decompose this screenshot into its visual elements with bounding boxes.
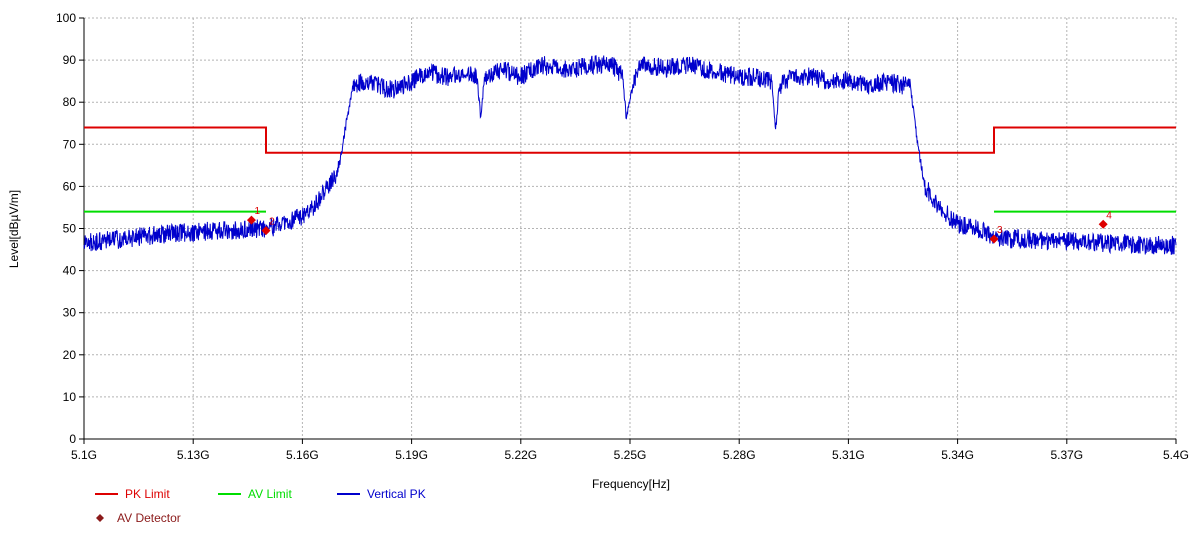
y-tick-label: 100 <box>56 11 76 25</box>
x-axis-label: Frequency[Hz] <box>592 477 670 491</box>
av-detector-point-4 <box>1098 219 1108 229</box>
legend-item-av-detector[interactable]: AV Detector <box>96 511 181 525</box>
av-detector-markers: 12 3 4 <box>246 206 1112 244</box>
av-detector-label-2: 2 <box>269 217 275 228</box>
x-tick-label: 5.19G <box>395 448 428 462</box>
av-detector-label-1: 1 <box>254 206 260 217</box>
y-axis-label: Level[dBµV/m] <box>7 190 21 268</box>
x-tick-label: 5.22G <box>504 448 537 462</box>
legend: PK Limit AV Limit Vertical PK AV Detecto… <box>95 487 426 525</box>
av-detector-point-1 <box>246 215 256 225</box>
x-tick-label: 5.4G <box>1163 448 1189 462</box>
y-tick-label: 70 <box>63 137 77 151</box>
legend-label-av-detector: AV Detector <box>117 511 181 525</box>
y-tick-label: 60 <box>63 179 77 193</box>
axes: 0 10 20 30 40 50 60 70 80 90 100 5.1G 5.13G 5.16G 5.19… <box>56 11 1189 462</box>
av-detector-point-3 <box>989 234 999 244</box>
x-tick-label: 5.16G <box>286 448 319 462</box>
legend-label-vertical-pk: Vertical PK <box>367 487 426 501</box>
x-tick-label: 5.37G <box>1050 448 1083 462</box>
av-detector-point-2 <box>261 226 271 236</box>
y-tick-label: 10 <box>63 390 77 404</box>
legend-item-vertical-pk[interactable]: Vertical PK <box>337 487 426 501</box>
y-tick-label: 80 <box>63 95 77 109</box>
x-tick-label: 5.28G <box>723 448 756 462</box>
y-tick-label: 30 <box>63 306 77 320</box>
x-tick-label: 5.13G <box>177 448 210 462</box>
legend-swatch-av-detector <box>96 514 104 522</box>
legend-label-pk-limit: PK Limit <box>125 487 170 501</box>
legend-label-av-limit: AV Limit <box>248 487 292 501</box>
y-tick-label: 20 <box>63 348 77 362</box>
y-tick-label: 50 <box>63 222 77 236</box>
series-pk-limit <box>84 126 1176 154</box>
av-detector-label-3: 3 <box>997 225 1003 236</box>
legend-item-pk-limit[interactable]: PK Limit <box>95 487 170 501</box>
x-tick-label: 5.1G <box>71 448 97 462</box>
av-detector-label-4: 4 <box>1106 210 1112 221</box>
y-tick-label: 40 <box>63 264 77 278</box>
y-tick-label: 90 <box>63 53 77 67</box>
x-tick-label: 5.34G <box>941 448 974 462</box>
y-tick-label: 0 <box>69 432 76 446</box>
legend-item-av-limit[interactable]: AV Limit <box>218 487 292 501</box>
x-tick-label: 5.31G <box>832 448 865 462</box>
x-tick-label: 5.25G <box>614 448 647 462</box>
